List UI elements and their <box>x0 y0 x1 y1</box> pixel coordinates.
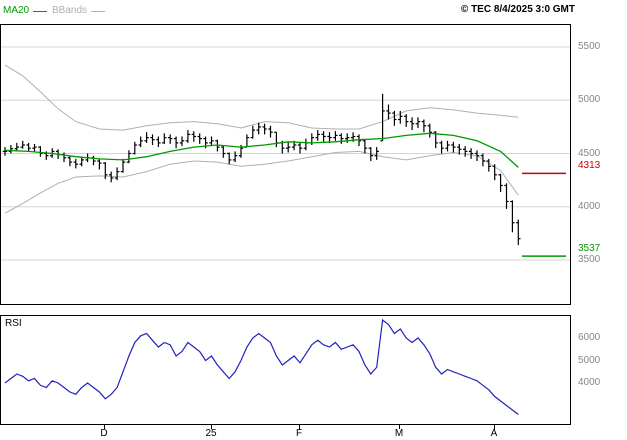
x-axis-label: F <box>295 428 303 439</box>
price-axis-label: 5500 <box>578 41 601 52</box>
price-axis-label: 5000 <box>578 94 601 105</box>
x-axis-label: A <box>490 428 498 439</box>
x-axis-tick <box>211 425 212 429</box>
bbands-line-swatch <box>91 11 105 12</box>
rsi-label: RSI <box>5 318 22 329</box>
price-panel <box>0 24 571 305</box>
price-plot <box>1 46 570 261</box>
x-axis-label: 25 <box>205 428 217 439</box>
x-axis-tick <box>399 425 400 429</box>
rsi-axis-label: 6000 <box>578 332 601 343</box>
x-axis-label: M <box>394 428 404 439</box>
bbands-upper-line <box>4 64 519 131</box>
price-axis-label: 4000 <box>578 201 601 212</box>
ma20-line-swatch <box>33 11 47 12</box>
bbands-lower-line <box>4 150 519 214</box>
legend-ma20-label: MA20 <box>3 5 30 16</box>
copyright-text: © TEC 8/4/2025 3:0 GMT <box>460 4 575 15</box>
rsi-axis-label: 4000 <box>578 377 601 388</box>
price-axis-label: 4500 <box>578 148 601 159</box>
legend-bbands-label: BBands <box>52 5 88 16</box>
chart-header: MA20 BBands © TEC 8/4/2025 3:0 GMT <box>0 0 627 24</box>
rsi-panel: RSI <box>0 315 571 425</box>
rsi-plot <box>4 318 519 415</box>
price-axis-labels: 5500 5000 4500 4000 3500 4313 3537 <box>573 24 627 305</box>
price-axis-label: 3500 <box>578 254 601 265</box>
x-axis-tick <box>104 425 105 429</box>
x-axis: D 25 F M A <box>0 425 571 440</box>
rsi-axis-label: 5000 <box>578 355 601 366</box>
ma20-line <box>4 132 519 168</box>
rsi-axis-labels: 6000 5000 4000 <box>573 315 627 425</box>
level-label-resistance: 4313 <box>578 160 601 171</box>
x-axis-tick <box>299 425 300 429</box>
rsi-line <box>4 318 519 415</box>
level-label-support: 3537 <box>578 243 601 254</box>
x-axis-tick <box>494 425 495 429</box>
x-axis-label: D <box>100 428 108 439</box>
